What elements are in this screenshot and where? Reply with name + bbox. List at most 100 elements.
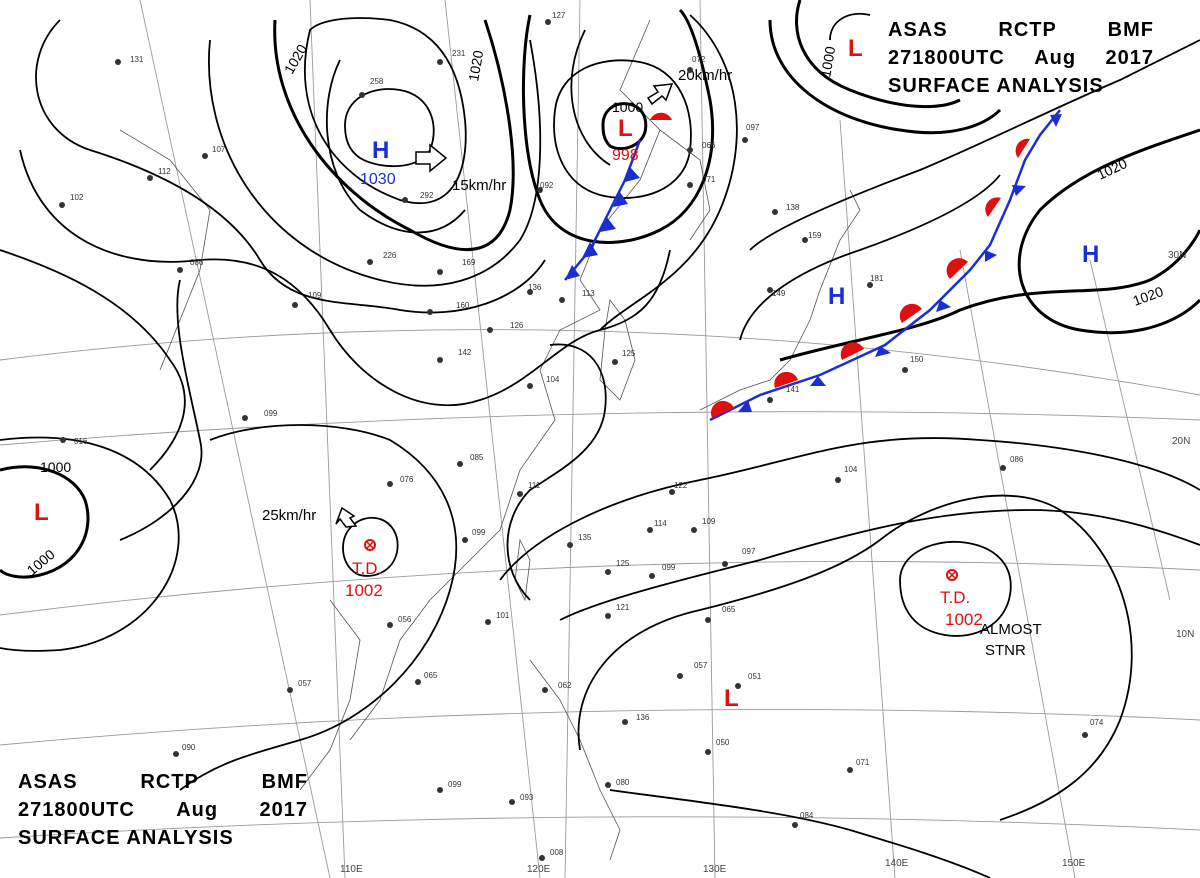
isobar <box>609 789 991 878</box>
coastline-indochina <box>299 599 361 791</box>
cold-front-barb <box>738 400 752 412</box>
isobar-label: 1020 <box>1131 283 1166 309</box>
station-plot: 074 <box>1082 718 1104 738</box>
station-plot: 062 <box>542 681 572 693</box>
cold-front <box>564 139 642 281</box>
station-plot: 113 <box>559 289 595 303</box>
cold-front-barb <box>936 300 951 312</box>
station-plot: 121 <box>605 603 630 619</box>
longitude-line <box>444 0 541 878</box>
svg-text:086: 086 <box>1010 455 1024 464</box>
svg-text:109: 109 <box>308 291 322 300</box>
svg-text:126: 126 <box>510 321 524 330</box>
isobar-label: 1020 <box>465 49 486 83</box>
station-plot: 065 <box>705 605 736 623</box>
station-plots: 127 231 258 292 226 169 160 142 126 113 … <box>59 11 1104 861</box>
motion-label: 20km/hr <box>678 67 732 84</box>
latitude-line <box>0 816 1200 839</box>
isobar-labels: 1020 1020 1000 1000 1000 1000 1020 1020 <box>24 41 1166 578</box>
svg-text:090: 090 <box>182 743 196 752</box>
station-plot: 050 <box>705 738 730 755</box>
isobar <box>768 19 1002 135</box>
station-plot: 141 <box>767 385 800 403</box>
svg-text:071: 071 <box>856 758 870 767</box>
office-label: BMF <box>261 771 308 793</box>
td-symbol-icon <box>947 570 957 580</box>
station-plot: 112 <box>147 167 171 181</box>
station-plot: 016 <box>60 437 88 446</box>
lon-label: 120E <box>527 864 551 875</box>
cold-front-line <box>564 139 642 281</box>
td-pressure: 1002 <box>345 581 383 600</box>
cold-front-barb <box>613 192 628 207</box>
low-center-symbol: L <box>724 685 739 712</box>
station-plot: 101 <box>485 611 510 625</box>
svg-text:080: 080 <box>616 778 630 787</box>
high-center-symbol: H <box>1082 241 1099 268</box>
svg-text:016: 016 <box>74 437 88 446</box>
isobar-label: 1000 <box>612 99 643 115</box>
latitude-line <box>0 329 1200 396</box>
isobar <box>1017 128 1200 335</box>
warm-front-bump <box>985 197 1001 217</box>
subtitle-label: SURFACE ANALYSIS <box>888 75 1104 97</box>
station-plot: 097 <box>722 547 756 567</box>
svg-text:072: 072 <box>692 55 706 64</box>
svg-text:056: 056 <box>398 615 412 624</box>
isobar <box>506 343 607 601</box>
agency-label: ASAS <box>888 19 948 41</box>
lon-label: 140E <box>885 858 909 869</box>
station-plot: 066 <box>687 141 716 153</box>
svg-text:099: 099 <box>448 780 462 789</box>
isobar <box>899 541 1012 637</box>
svg-text:099: 099 <box>264 409 278 418</box>
station-plot: 057 <box>677 661 708 679</box>
motion-label: 15km/hr <box>452 177 506 194</box>
station-plot: 056 <box>387 615 412 628</box>
high-center-symbol: H <box>828 283 845 310</box>
map-title-top: ASAS RCTP BMF 271800UTC Aug 2017 SURFACE… <box>888 16 1154 100</box>
station-plot: 072 <box>687 55 706 73</box>
motion-label: 25km/hr <box>262 507 316 524</box>
station-label: RCTP <box>998 19 1057 41</box>
station-plot: 071 <box>847 758 870 773</box>
motion-arrow-icon <box>335 506 358 528</box>
svg-text:159: 159 <box>808 231 822 240</box>
station-plot: 149 <box>767 287 786 298</box>
year-label: 2017 <box>259 799 308 821</box>
svg-text:099: 099 <box>662 563 676 572</box>
svg-text:107: 107 <box>212 145 226 154</box>
coastline-korea-north <box>659 129 711 241</box>
station-plot: 231 <box>437 49 466 65</box>
station-plot: 086 <box>1000 455 1024 471</box>
svg-text:008: 008 <box>550 848 564 857</box>
isobar <box>577 494 1133 821</box>
longitude-line <box>564 0 581 878</box>
station-plot: 085 <box>457 453 484 467</box>
station-plot: 150 <box>902 355 924 373</box>
longitude-line <box>1089 259 1171 601</box>
low-center-symbol: L <box>618 115 633 142</box>
isobar <box>273 19 515 252</box>
high-center-symbol: H <box>372 137 389 164</box>
svg-text:226: 226 <box>383 251 397 260</box>
station-plot: 169 <box>437 258 476 275</box>
station-plot: 126 <box>487 321 524 333</box>
warm-front-bump <box>774 371 798 388</box>
svg-text:122: 122 <box>674 481 688 490</box>
cold-front-barb <box>582 242 598 258</box>
station-plot: 057 <box>287 679 312 693</box>
low-center-value: 998 <box>612 147 639 164</box>
isobar <box>570 29 611 166</box>
isobar <box>303 17 467 205</box>
isobar <box>119 279 203 541</box>
station-plot: 292 <box>402 191 434 203</box>
svg-text:141: 141 <box>786 385 800 394</box>
svg-text:092: 092 <box>540 181 554 190</box>
svg-text:131: 131 <box>130 55 144 64</box>
isobar <box>739 174 1001 341</box>
lat-label: 10N <box>1176 629 1194 640</box>
station-plot: 109 <box>292 291 322 308</box>
